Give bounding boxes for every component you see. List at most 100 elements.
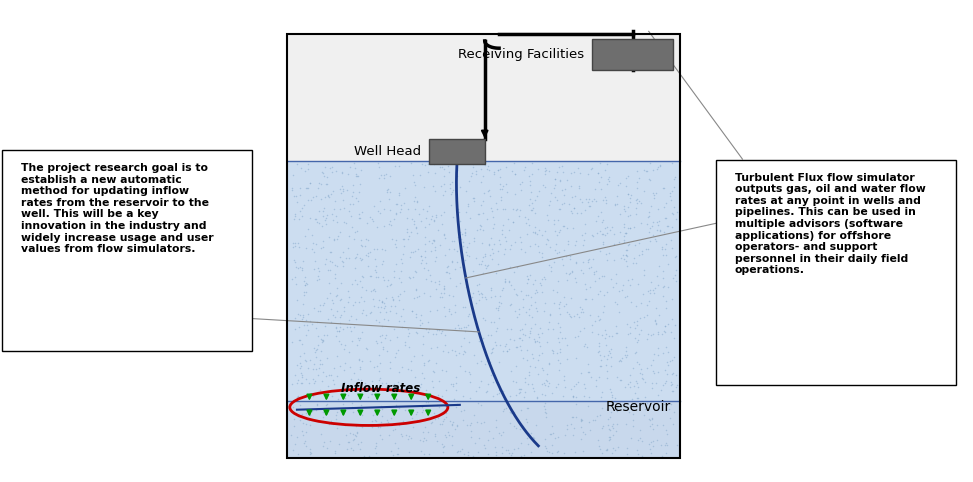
Point — [599, 256, 615, 264]
Point — [335, 169, 350, 177]
Point — [601, 173, 617, 181]
Point — [287, 440, 303, 448]
Point — [472, 221, 487, 229]
Point — [386, 215, 402, 223]
Point — [354, 328, 370, 336]
Point — [439, 367, 454, 375]
Point — [352, 254, 368, 262]
Point — [445, 178, 460, 186]
Point — [595, 422, 611, 430]
Point — [569, 209, 585, 217]
Point — [604, 223, 620, 231]
Point — [519, 230, 534, 238]
Point — [386, 325, 402, 333]
Point — [395, 235, 411, 243]
Point — [287, 242, 303, 250]
Point — [364, 308, 379, 316]
Point — [375, 297, 390, 305]
Point — [299, 185, 314, 192]
Point — [543, 243, 559, 251]
Point — [318, 401, 334, 409]
Point — [568, 279, 584, 286]
Point — [592, 287, 607, 295]
Point — [382, 391, 398, 399]
Point — [496, 405, 512, 413]
Point — [447, 301, 462, 309]
Point — [450, 448, 465, 456]
Point — [385, 451, 401, 459]
Point — [457, 304, 473, 311]
Point — [442, 431, 457, 439]
Point — [583, 202, 598, 210]
Point — [449, 166, 464, 174]
Point — [307, 215, 323, 223]
Point — [595, 196, 611, 203]
Point — [322, 194, 338, 201]
Point — [511, 334, 526, 342]
Point — [403, 434, 418, 442]
Point — [666, 274, 681, 281]
Point — [651, 311, 667, 319]
Point — [655, 184, 670, 191]
Point — [309, 372, 325, 379]
Point — [363, 421, 378, 428]
Point — [568, 354, 584, 362]
Point — [656, 327, 671, 335]
Point — [524, 380, 540, 388]
Point — [513, 388, 528, 396]
Point — [636, 167, 652, 174]
Point — [644, 384, 660, 392]
Point — [475, 254, 490, 261]
Point — [630, 446, 645, 454]
Point — [305, 392, 320, 400]
Point — [372, 423, 387, 431]
Point — [632, 434, 648, 442]
Point — [604, 391, 620, 399]
Point — [460, 202, 476, 210]
Point — [640, 213, 656, 220]
Point — [406, 423, 421, 430]
Point — [289, 199, 305, 206]
Point — [606, 241, 622, 248]
Point — [523, 350, 539, 358]
Point — [633, 299, 649, 307]
Point — [575, 258, 591, 266]
Point — [384, 293, 400, 301]
Point — [617, 232, 632, 240]
Point — [460, 312, 476, 320]
Point — [547, 175, 562, 183]
Point — [551, 380, 566, 388]
Point — [591, 436, 606, 444]
Point — [576, 342, 592, 349]
Point — [559, 426, 575, 433]
Point — [350, 440, 366, 448]
Point — [376, 343, 391, 351]
Point — [532, 342, 548, 350]
Point — [294, 428, 309, 435]
Point — [413, 252, 428, 259]
Point — [438, 386, 453, 394]
Point — [623, 371, 638, 379]
Point — [285, 239, 301, 246]
Point — [658, 322, 673, 330]
Point — [310, 332, 326, 340]
Point — [351, 391, 367, 399]
Point — [344, 446, 360, 454]
Point — [390, 293, 406, 300]
Point — [428, 254, 444, 261]
Point — [315, 213, 331, 220]
Point — [294, 212, 309, 219]
Point — [284, 184, 300, 192]
Point — [330, 395, 345, 402]
Point — [371, 351, 386, 359]
Point — [613, 358, 629, 365]
Point — [462, 214, 478, 222]
Point — [539, 377, 555, 385]
Point — [621, 190, 636, 198]
Point — [463, 433, 479, 441]
Point — [649, 321, 665, 328]
Point — [579, 285, 595, 293]
Point — [308, 276, 324, 283]
Point — [362, 357, 378, 365]
Point — [314, 389, 330, 397]
